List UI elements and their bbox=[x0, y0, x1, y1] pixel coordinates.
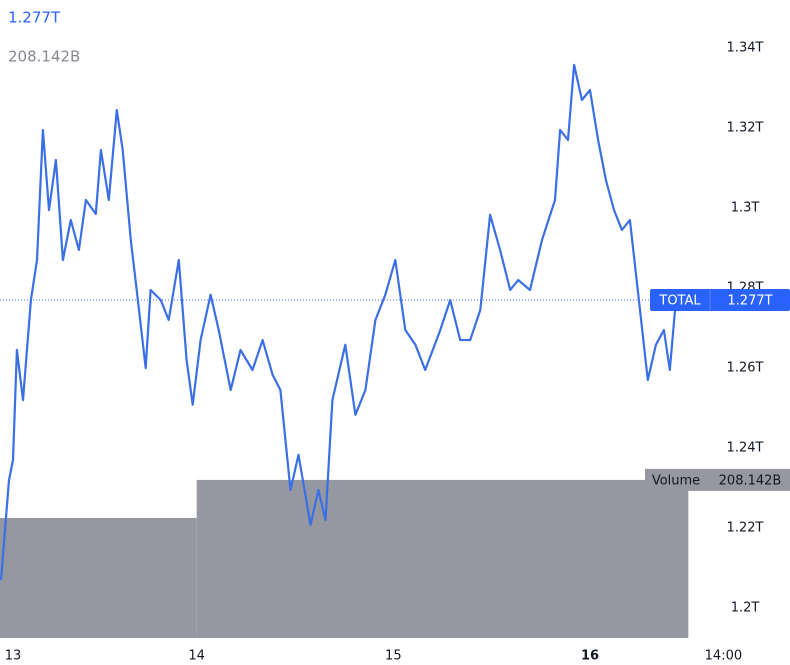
overlay: 1.2T1.22T1.24T1.26T1.28T1.3T1.32T1.34T13… bbox=[0, 41, 790, 664]
plot-area bbox=[0, 63, 689, 638]
x-tick-label: 13 bbox=[5, 649, 22, 664]
volume-bar bbox=[0, 517, 197, 638]
x-tick-label: 14 bbox=[188, 649, 205, 664]
volume-bar bbox=[196, 479, 689, 638]
legend-price: 1.277T bbox=[8, 9, 61, 27]
price-tag-value: 1.277T bbox=[727, 294, 772, 309]
y-tick-label: 1.32T bbox=[727, 121, 764, 136]
y-tick-label: 1.22T bbox=[727, 521, 764, 536]
legend-volume: 208.142B bbox=[8, 48, 80, 66]
y-tick-label: 1.34T bbox=[727, 41, 764, 56]
x-tick-label: 14:00 bbox=[705, 649, 742, 664]
x-tick-label: 16 bbox=[581, 649, 599, 664]
price-line bbox=[0, 63, 687, 581]
price-tag bbox=[650, 289, 790, 311]
volume-tag-value: 208.142B bbox=[719, 473, 782, 488]
y-tick-label: 1.2T bbox=[731, 601, 760, 616]
price-tag-name: TOTAL bbox=[658, 294, 701, 309]
y-tick-label: 1.26T bbox=[727, 361, 764, 376]
y-tick-label: 1.3T bbox=[731, 201, 760, 216]
volume-tag-name: Volume bbox=[652, 473, 700, 488]
volume-tag bbox=[645, 468, 790, 491]
x-tick-label: 15 bbox=[385, 649, 402, 664]
y-tick-label: 1.24T bbox=[727, 441, 764, 456]
